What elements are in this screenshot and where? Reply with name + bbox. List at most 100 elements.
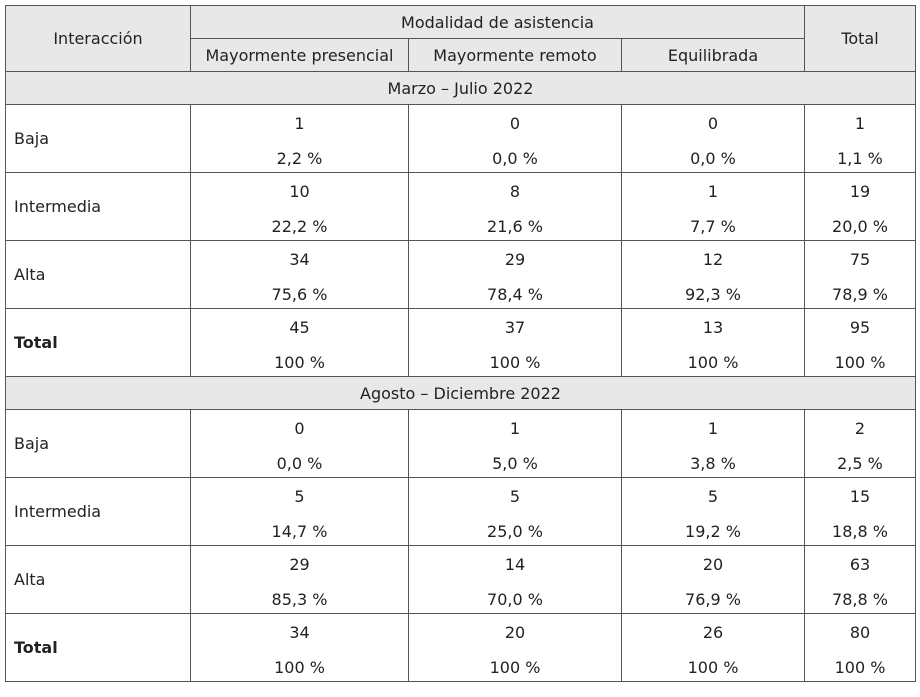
cell-count: 14 xyxy=(504,555,526,574)
cell-percent: 78,8 % xyxy=(832,590,888,609)
cell-percent: 19,2 % xyxy=(685,522,741,541)
cell-count: 5 xyxy=(294,487,305,506)
cell-count: 12 xyxy=(702,250,724,269)
cell-count: 0 xyxy=(509,114,521,133)
cell-count: 34 xyxy=(289,623,310,642)
cell-count: 63 xyxy=(849,555,871,574)
table-row: Baja 0 0,0 % 1 5,0 % 1 3,8 % 2 2,5 % xyxy=(5,409,916,478)
header-col-equilibrada: Equilibrada xyxy=(621,38,805,72)
cell-percent: 100 % xyxy=(834,353,886,372)
cell-percent: 20,0 % xyxy=(832,217,888,236)
table-cell: 15 18,8 % xyxy=(804,477,916,546)
table-cell: 20 100 % xyxy=(408,613,622,682)
row-label: Baja xyxy=(5,409,191,478)
table-cell: 26 100 % xyxy=(621,613,805,682)
cell-percent: 100 % xyxy=(274,658,325,677)
row-label: Intermedia xyxy=(5,172,191,241)
table-row: Baja 1 2,2 % 0 0,0 % 0 0,0 % 1 1,1 % xyxy=(5,104,916,173)
cell-count: 5 xyxy=(509,487,521,506)
table-cell: 1 7,7 % xyxy=(621,172,805,241)
cell-percent: 92,3 % xyxy=(685,285,741,304)
table-row: Alta 34 75,6 % 29 78,4 % 12 92,3 % 75 78,9 % xyxy=(5,240,916,309)
header-total: Total xyxy=(804,5,916,72)
cell-count: 19 xyxy=(849,182,871,201)
period-header: Agosto – Diciembre 2022 xyxy=(5,376,916,410)
row-label: Total xyxy=(5,613,191,682)
cell-percent: 0,0 % xyxy=(690,149,736,168)
cell-count: 8 xyxy=(509,182,521,201)
table-cell: 5 14,7 % xyxy=(190,477,409,546)
table-row: Total 45 100 % 37 100 % 13 100 % 95 100 % xyxy=(5,308,916,377)
cell-percent: 100 % xyxy=(489,353,541,372)
table-cell: 8 21,6 % xyxy=(408,172,622,241)
header-interaction: Interacción xyxy=(5,5,191,72)
row-label: Total xyxy=(5,308,191,377)
table-cell: 45 100 % xyxy=(190,308,409,377)
table-row: Intermedia 10 22,2 % 8 21,6 % 1 7,7 % 19 20,0 % xyxy=(5,172,916,241)
table-cell: 2 2,5 % xyxy=(804,409,916,478)
cell-count: 0 xyxy=(707,114,719,133)
cell-count: 37 xyxy=(504,318,526,337)
table-cell: 19 20,0 % xyxy=(804,172,916,241)
cell-count: 80 xyxy=(849,623,871,642)
table-row: Total 34 100 % 20 100 % 26 100 % 80 100 % xyxy=(5,613,916,682)
cell-count: 1 xyxy=(854,114,866,133)
cell-percent: 100 % xyxy=(687,658,739,677)
cell-count: 20 xyxy=(702,555,724,574)
cell-count: 1 xyxy=(707,419,719,438)
cell-percent: 100 % xyxy=(834,658,886,677)
cell-count: 95 xyxy=(849,318,871,337)
table-cell: 29 85,3 % xyxy=(190,545,409,614)
table-cell: 14 70,0 % xyxy=(408,545,622,614)
cell-count: 75 xyxy=(849,250,871,269)
table-cell: 5 25,0 % xyxy=(408,477,622,546)
table-cell: 10 22,2 % xyxy=(190,172,409,241)
table-row: Intermedia 5 14,7 % 5 25,0 % 5 19,2 % 15 18,8 % xyxy=(5,477,916,546)
table-cell: 5 19,2 % xyxy=(621,477,805,546)
table-cell: 0 0,0 % xyxy=(190,409,409,478)
cell-count: 15 xyxy=(849,487,871,506)
cell-count: 34 xyxy=(289,250,310,269)
cell-count: 1 xyxy=(294,114,305,133)
cell-count: 13 xyxy=(702,318,724,337)
table-cell: 37 100 % xyxy=(408,308,622,377)
cell-percent: 100 % xyxy=(489,658,541,677)
cell-percent: 75,6 % xyxy=(271,285,328,304)
crosstab-table: Interacción Modalidad de asistencia Tota… xyxy=(5,5,916,682)
row-label: Intermedia xyxy=(5,477,191,546)
cell-percent: 78,4 % xyxy=(487,285,543,304)
header-col-remoto: Mayormente remoto xyxy=(408,38,622,72)
table-cell: 1 3,8 % xyxy=(621,409,805,478)
cell-count: 45 xyxy=(289,318,310,337)
cell-percent: 85,3 % xyxy=(271,590,328,609)
table-cell: 1 2,2 % xyxy=(190,104,409,173)
cell-percent: 78,9 % xyxy=(832,285,888,304)
cell-percent: 2,2 % xyxy=(276,149,323,168)
cell-percent: 5,0 % xyxy=(492,454,538,473)
table-cell: 75 78,9 % xyxy=(804,240,916,309)
table-cell: 13 100 % xyxy=(621,308,805,377)
table-cell: 95 100 % xyxy=(804,308,916,377)
cell-count: 5 xyxy=(707,487,719,506)
table-cell: 29 78,4 % xyxy=(408,240,622,309)
cell-percent: 0,0 % xyxy=(492,149,538,168)
cell-percent: 2,5 % xyxy=(837,454,883,473)
table-cell: 0 0,0 % xyxy=(408,104,622,173)
cell-percent: 7,7 % xyxy=(690,217,736,236)
table-cell: 1 1,1 % xyxy=(804,104,916,173)
cell-count: 1 xyxy=(509,419,521,438)
cell-percent: 100 % xyxy=(687,353,739,372)
table-cell: 0 0,0 % xyxy=(621,104,805,173)
table-body: Marzo – Julio 2022 Baja 1 2,2 % 0 0,0 % 0 0,0 %… xyxy=(5,71,916,682)
cell-percent: 21,6 % xyxy=(487,217,543,236)
cell-count: 26 xyxy=(702,623,724,642)
cell-percent: 14,7 % xyxy=(271,522,328,541)
cell-percent: 0,0 % xyxy=(276,454,323,473)
cell-percent: 22,2 % xyxy=(271,217,328,236)
cell-percent: 18,8 % xyxy=(832,522,888,541)
cell-count: 20 xyxy=(504,623,526,642)
table-cell: 34 75,6 % xyxy=(190,240,409,309)
cell-percent: 76,9 % xyxy=(685,590,741,609)
header-modality: Modalidad de asistencia xyxy=(190,5,805,39)
cell-percent: 25,0 % xyxy=(487,522,543,541)
